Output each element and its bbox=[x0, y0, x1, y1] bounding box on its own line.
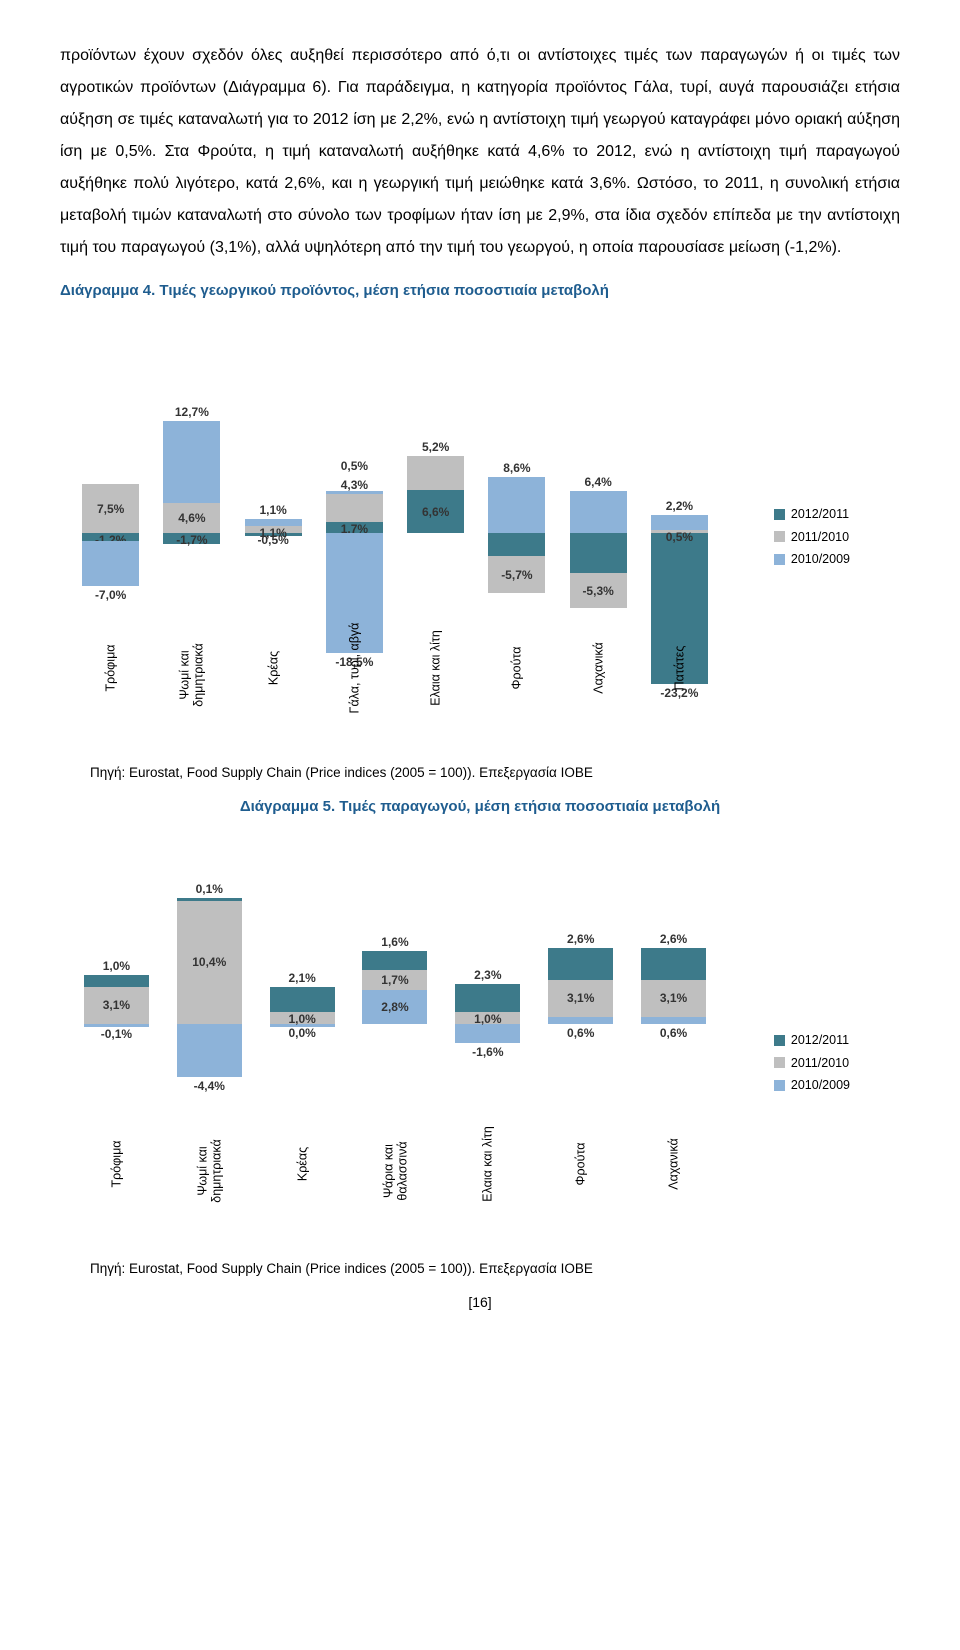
chart5-title: Διάγραμμα 5. Τιμές παραγωγού, μέση ετήσι… bbox=[60, 798, 900, 815]
chart4-xaxis: Τρόφιμα Ψωμί και δημητριακά Κρέας Γάλα, τυρ… bbox=[70, 601, 780, 761]
chart4-legend: 2012/20112011/20102010/2009 bbox=[774, 503, 850, 571]
chart5: -0,1%3,1%1,0%-4,4%10,4%0,1%0,0%1,0%2,1%2… bbox=[60, 829, 840, 1089]
legend-item: 2011/2010 bbox=[774, 526, 850, 549]
legend-item: 2012/2011 bbox=[774, 1029, 850, 1052]
x-axis-label: Κρέας bbox=[266, 617, 280, 718]
chart5-source: Πηγή: Eurostat, Food Supply Chain (Price… bbox=[90, 1261, 900, 1276]
legend-item: 2012/2011 bbox=[774, 503, 850, 526]
x-axis-label: Φρούτα bbox=[574, 1108, 588, 1221]
chart5-xaxis: Τρόφιμα Ψωμί και δημητριακά Κρέας Ψάρια και… bbox=[70, 1097, 780, 1257]
x-axis-label: Λαχανικά bbox=[591, 617, 605, 718]
x-axis-label: Λαχανικά bbox=[667, 1108, 681, 1221]
x-axis-label: Τρόφιμα bbox=[104, 617, 118, 718]
x-axis-label: Γάλα, τυρί, αβγά bbox=[347, 617, 361, 718]
x-axis-label: Ψωμί και δημητριακά bbox=[195, 1115, 223, 1228]
x-axis-label: Ελαια και λίτη bbox=[429, 617, 443, 718]
x-axis-label: Ελαια και λίτη bbox=[481, 1108, 495, 1221]
x-axis-label: Ψωμί και δημητριακά bbox=[178, 624, 206, 725]
x-axis-label: Τρόφιμα bbox=[109, 1108, 123, 1221]
chart4-source: Πηγή: Eurostat, Food Supply Chain (Price… bbox=[90, 765, 900, 780]
page-number: [16] bbox=[60, 1294, 900, 1310]
chart4-title: Διάγραμμα 4. Τιμές γεωργικού προϊόντος, … bbox=[60, 282, 900, 299]
legend-item: 2011/2010 bbox=[774, 1052, 850, 1075]
x-axis-label: Ψάρια και θαλασσινά bbox=[381, 1115, 409, 1228]
legend-item: 2010/2009 bbox=[774, 548, 850, 571]
body-paragraph: προϊόντων έχουν σχεδόν όλες αυξηθεί περι… bbox=[60, 40, 900, 264]
x-axis-label: Πατάτες bbox=[672, 617, 686, 718]
chart5-legend: 2012/20112011/20102010/2009 bbox=[774, 1029, 850, 1097]
x-axis-label: Φρούτα bbox=[510, 617, 524, 718]
x-axis-label: Κρέας bbox=[295, 1108, 309, 1221]
legend-item: 2010/2009 bbox=[774, 1074, 850, 1097]
chart4: -1,2%7,5%-7,0%-1,7%4,6%12,7%-0,5%1,1%1,1… bbox=[60, 313, 840, 593]
